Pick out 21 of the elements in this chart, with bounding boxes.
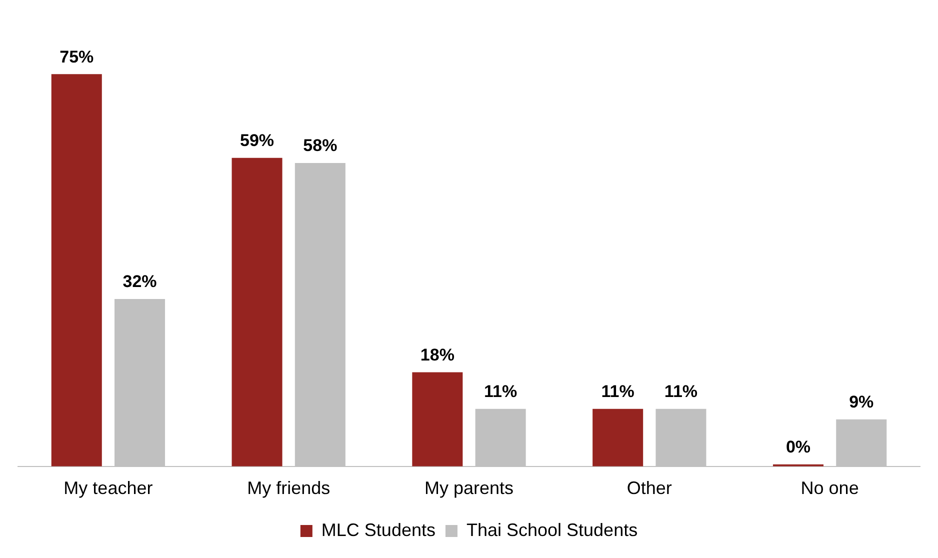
legend-label: MLC Students <box>321 520 436 540</box>
data-label: 0% <box>786 438 811 457</box>
data-label: 11% <box>664 382 698 402</box>
x-tick-label: My parents <box>424 478 514 498</box>
x-tick-label: Other <box>626 478 672 498</box>
data-label: 75% <box>60 47 94 66</box>
data-label: 11% <box>601 382 634 402</box>
data-label: 11% <box>484 382 518 402</box>
x-tick-label: No one <box>800 478 859 498</box>
bar <box>412 372 463 466</box>
x-tick-label: My teacher <box>64 478 153 498</box>
bar <box>51 74 102 466</box>
data-label: 59% <box>240 131 274 150</box>
x-tick-label: My friends <box>247 478 330 498</box>
data-label: 18% <box>420 345 454 364</box>
data-label: 32% <box>122 272 157 292</box>
legend-label: Thai School Students <box>466 520 638 540</box>
data-label: 58% <box>303 136 338 156</box>
bar <box>592 408 644 466</box>
data-label: 9% <box>849 392 874 412</box>
bar <box>232 158 282 466</box>
